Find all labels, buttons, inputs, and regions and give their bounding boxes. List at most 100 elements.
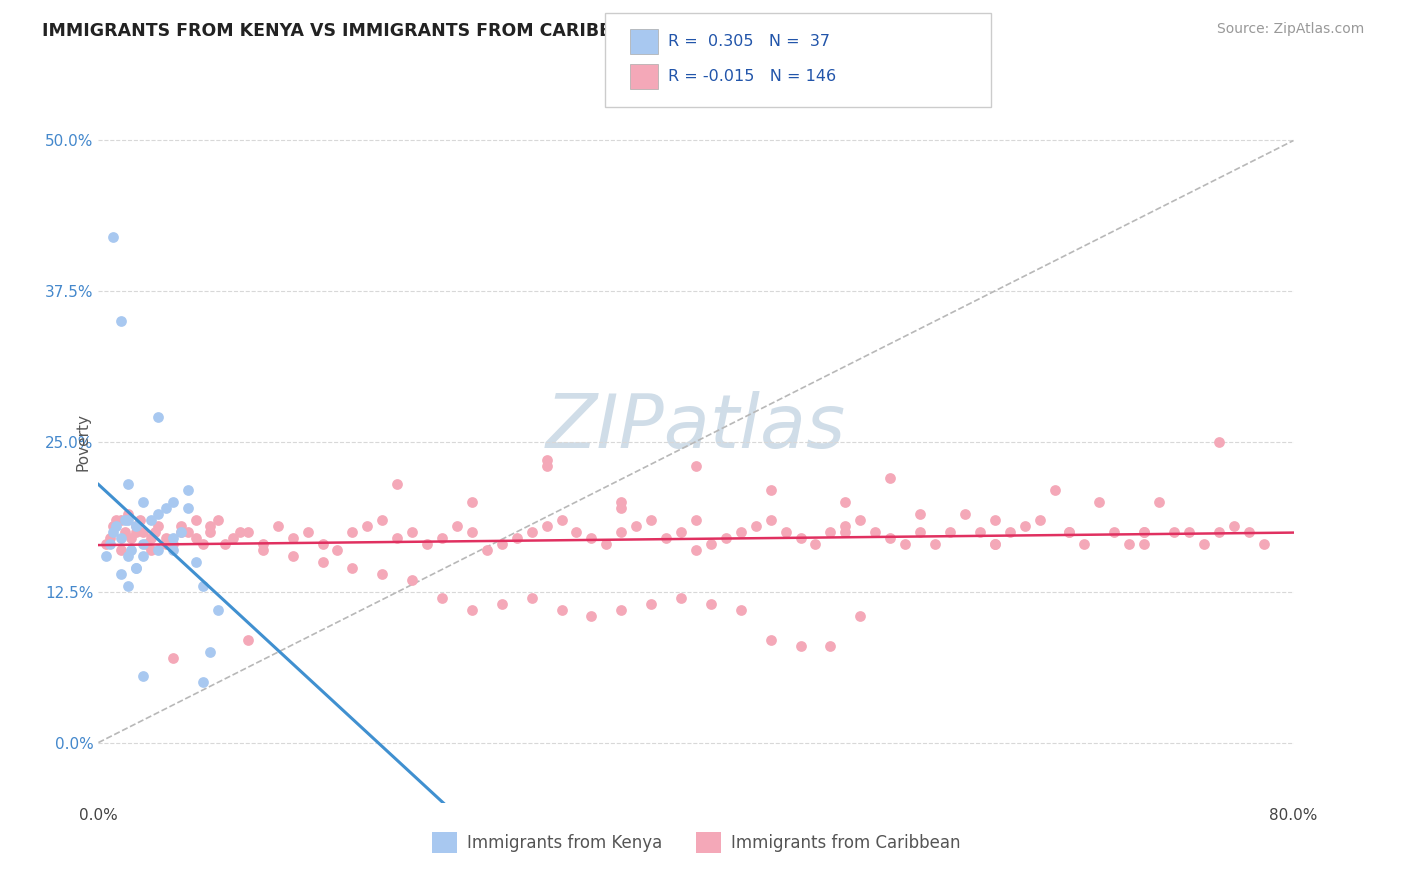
Point bbox=[103, 524, 125, 539]
Point bbox=[998, 524, 1021, 539]
Point bbox=[536, 519, 558, 533]
Point bbox=[865, 524, 887, 539]
Point bbox=[491, 597, 513, 611]
Point bbox=[820, 524, 842, 539]
Point bbox=[1147, 494, 1170, 508]
Point bbox=[1059, 524, 1081, 539]
Point bbox=[139, 542, 162, 557]
Point bbox=[110, 314, 132, 328]
Point bbox=[356, 519, 378, 533]
Point bbox=[162, 537, 184, 551]
Point bbox=[550, 513, 572, 527]
Point bbox=[132, 494, 155, 508]
Point bbox=[669, 591, 692, 606]
Text: Source: ZipAtlas.com: Source: ZipAtlas.com bbox=[1216, 22, 1364, 37]
Point bbox=[745, 519, 768, 533]
Text: R =  0.305   N =  37: R = 0.305 N = 37 bbox=[668, 34, 830, 48]
Point bbox=[162, 542, 184, 557]
Point bbox=[834, 494, 856, 508]
Point bbox=[1043, 483, 1066, 497]
Point bbox=[125, 519, 148, 533]
Point bbox=[401, 573, 423, 587]
Point bbox=[169, 524, 191, 539]
Point bbox=[214, 537, 236, 551]
Point bbox=[162, 531, 184, 545]
Point bbox=[281, 531, 304, 545]
Point bbox=[103, 230, 125, 244]
Point bbox=[430, 591, 453, 606]
Point bbox=[191, 675, 214, 690]
Point bbox=[105, 519, 128, 533]
Point bbox=[953, 507, 976, 521]
Point bbox=[252, 542, 274, 557]
Point bbox=[1088, 494, 1111, 508]
Point bbox=[536, 452, 558, 467]
Point bbox=[114, 524, 136, 539]
Point bbox=[520, 591, 543, 606]
Point bbox=[924, 537, 946, 551]
Point bbox=[148, 542, 170, 557]
Point bbox=[610, 494, 633, 508]
Point bbox=[759, 513, 782, 527]
Point bbox=[789, 639, 811, 653]
Point bbox=[879, 471, 901, 485]
Point bbox=[236, 524, 259, 539]
Point bbox=[908, 524, 931, 539]
Point bbox=[939, 524, 962, 539]
Point bbox=[461, 603, 484, 617]
Point bbox=[200, 645, 222, 659]
Point bbox=[342, 561, 364, 575]
Point bbox=[110, 542, 132, 557]
Point bbox=[222, 531, 245, 545]
Point bbox=[252, 537, 274, 551]
Point bbox=[1014, 519, 1036, 533]
Point bbox=[120, 531, 142, 545]
Point bbox=[139, 531, 162, 545]
Point bbox=[820, 639, 842, 653]
Point bbox=[117, 549, 139, 563]
Point bbox=[1118, 537, 1140, 551]
Point bbox=[1237, 524, 1260, 539]
Point bbox=[267, 519, 290, 533]
Point bbox=[1253, 537, 1275, 551]
Point bbox=[117, 507, 139, 521]
Point bbox=[610, 524, 633, 539]
Point bbox=[94, 549, 117, 563]
Point bbox=[371, 567, 394, 582]
Point bbox=[297, 524, 319, 539]
Point bbox=[148, 507, 170, 521]
Point bbox=[834, 519, 856, 533]
Point bbox=[207, 513, 229, 527]
Point bbox=[125, 561, 148, 575]
Text: ZIPatlas: ZIPatlas bbox=[546, 391, 846, 463]
Point bbox=[984, 537, 1007, 551]
Legend: Immigrants from Kenya, Immigrants from Caribbean: Immigrants from Kenya, Immigrants from C… bbox=[425, 826, 967, 860]
Point bbox=[125, 519, 148, 533]
Point bbox=[730, 524, 752, 539]
Point bbox=[775, 524, 797, 539]
Point bbox=[385, 476, 409, 491]
Point bbox=[969, 524, 991, 539]
Point bbox=[1104, 524, 1126, 539]
Point bbox=[1192, 537, 1215, 551]
Point bbox=[311, 555, 333, 569]
Point bbox=[94, 537, 117, 551]
Point bbox=[1059, 524, 1081, 539]
Point bbox=[1223, 519, 1246, 533]
Point bbox=[132, 524, 155, 539]
Point bbox=[110, 567, 132, 582]
Point bbox=[125, 561, 148, 575]
Point bbox=[461, 524, 484, 539]
Point bbox=[879, 531, 901, 545]
Point bbox=[536, 458, 558, 473]
Point bbox=[685, 458, 707, 473]
Point bbox=[155, 537, 177, 551]
Point bbox=[430, 531, 453, 545]
Point bbox=[117, 513, 139, 527]
Point bbox=[207, 603, 229, 617]
Point bbox=[148, 519, 170, 533]
Point bbox=[191, 537, 214, 551]
Point bbox=[984, 537, 1007, 551]
Point bbox=[155, 531, 177, 545]
Point bbox=[446, 519, 468, 533]
